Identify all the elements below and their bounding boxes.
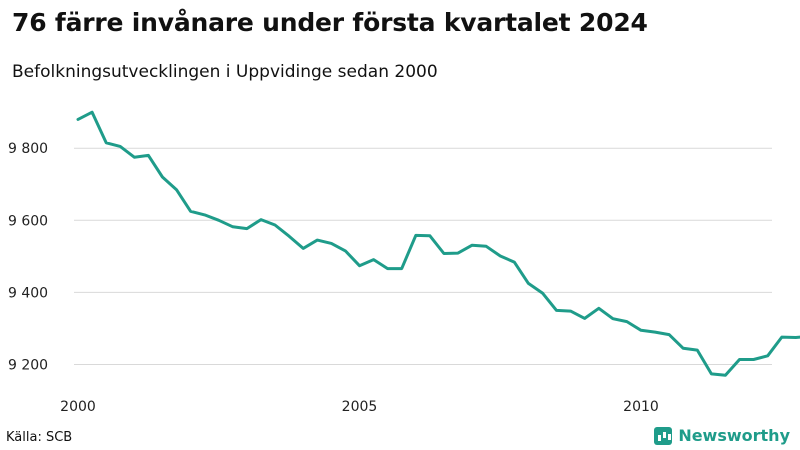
y-tick-label: 9 800: [8, 141, 48, 157]
y-tick-label: 9 400: [8, 285, 48, 301]
logo-text: Newsworthy: [678, 426, 790, 445]
x-tick-label: 2005: [342, 399, 378, 415]
y-tick-label: 9 600: [8, 213, 48, 229]
chart-title: 76 färre invånare under första kvartalet…: [12, 8, 648, 37]
chart-subtitle: Befolkningsutvecklingen i Uppvidinge sed…: [12, 62, 438, 82]
x-tick-label: 2010: [623, 399, 659, 415]
y-tick-label: 9 200: [8, 358, 48, 374]
series-line: [76, 110, 800, 377]
newsworthy-logo: Newsworthy: [654, 426, 790, 445]
bar-chart-icon: [654, 426, 673, 445]
source-note: Källa: SCB: [6, 430, 73, 445]
x-tick-label: 2000: [60, 399, 96, 415]
